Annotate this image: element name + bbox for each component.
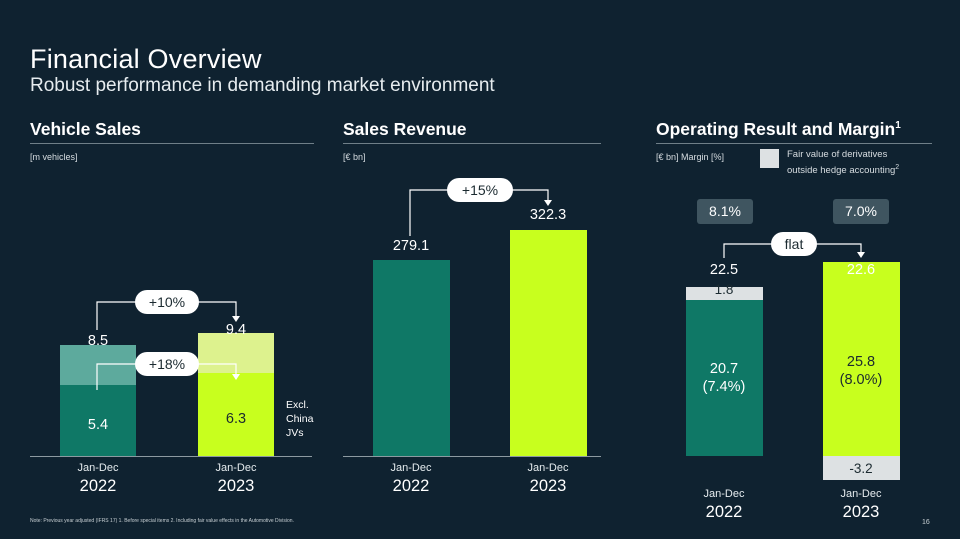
excl-note-line-3: JVs	[286, 427, 304, 439]
fair-value-bar-2023	[823, 456, 900, 481]
vehicle-sales-title: Vehicle Sales	[30, 119, 141, 139]
legend-line-2: outside hedge accounting	[787, 165, 896, 177]
operating-result-title-text: Operating Result and Margin	[656, 119, 896, 139]
xcat-month: Jan-Dec	[390, 462, 432, 474]
vehicle-sales-excl-growth-pill: +18%	[135, 352, 199, 376]
operating-result-bar-2022	[686, 300, 763, 456]
operating-result-unit: [€ bn] Margin [%]	[656, 152, 725, 162]
vehicle-sales-total-growth-pill: +10%	[135, 290, 199, 314]
fair-value-label-2023: -3.2	[849, 461, 873, 476]
operating-inner-label-2023: 25.8 (8.0%)	[821, 353, 901, 389]
vehicle-sales-excl-bar-2022	[60, 385, 136, 456]
operating-margin-2022: (7.4%)	[702, 379, 746, 395]
fair-value-bar-2022	[686, 286, 763, 301]
sales-revenue-xcat-2022: Jan-Dec 2022	[366, 462, 456, 496]
page-number: 16	[922, 519, 930, 526]
xcat-month: Jan-Dec	[703, 488, 745, 500]
legend-line-1: Fair value of derivatives	[787, 149, 888, 160]
xcat-month: Jan-Dec	[215, 462, 257, 474]
sales-revenue-unit: [€ bn]	[343, 152, 366, 162]
vehicle-sales-total-bar-2022	[60, 344, 136, 386]
operating-result-rule	[656, 143, 932, 144]
operating-margin-2023: (8.0%)	[839, 372, 883, 388]
xcat-month: Jan-Dec	[77, 462, 119, 474]
operating-value-2022: 20.7	[709, 361, 739, 377]
operating-result-title: Operating Result and Margin1	[656, 119, 901, 140]
operating-xcat-2023: Jan-Dec 2023	[816, 488, 906, 522]
page-subtitle: Robust performance in demanding market e…	[30, 75, 495, 96]
xcat-year: 2022	[79, 477, 117, 495]
excl-note-line-1: Excl.	[286, 399, 309, 411]
vehicle-sales-xcat-2023: Jan-Dec 2023	[191, 462, 281, 496]
fair-value-label-2022: 1.8	[714, 282, 734, 297]
vehicle-sales-unit: [m vehicles]	[30, 152, 78, 162]
vehicle-sales-excl-label-2022: 5.4	[87, 417, 109, 433]
sales-revenue-bar-2023	[510, 229, 587, 456]
sales-revenue-label-2023: 322.3	[529, 207, 567, 223]
xcat-month: Jan-Dec	[527, 462, 569, 474]
vehicle-sales-rule	[30, 143, 314, 144]
operating-value-2023: 25.8	[846, 354, 876, 370]
xcat-month: Jan-Dec	[840, 488, 882, 500]
operating-xcat-2022: Jan-Dec 2022	[679, 488, 769, 522]
vehicle-sales-xcat-2022: Jan-Dec 2022	[53, 462, 143, 496]
vehicle-sales-total-bar-2023	[198, 332, 274, 374]
vehicle-sales-total-label-2022: 8.5	[87, 333, 109, 349]
fair-value-legend-swatch	[760, 149, 779, 168]
operating-result-change-pill: flat	[771, 232, 817, 256]
sales-revenue-baseline	[343, 456, 601, 457]
xcat-year: 2023	[217, 477, 255, 495]
operating-total-label-2022: 22.5	[709, 262, 739, 278]
sales-revenue-title: Sales Revenue	[343, 119, 467, 139]
operating-result-title-sup: 1	[895, 120, 901, 132]
margin-box-2022: 8.1%	[697, 199, 753, 224]
footnote: Note: Previous year adjusted (IFRS 17) 1…	[30, 518, 294, 524]
xcat-year: 2022	[392, 477, 430, 495]
vehicle-sales-baseline	[30, 456, 312, 457]
legend-sup: 2	[895, 164, 900, 171]
operating-result-bar-2023	[823, 261, 900, 456]
operating-inner-label-2022: 20.7 (7.4%)	[684, 360, 764, 396]
sales-revenue-growth-pill: +15%	[447, 178, 513, 202]
margin-box-2023: 7.0%	[833, 199, 889, 224]
xcat-year: 2023	[842, 503, 880, 521]
xcat-year: 2023	[529, 477, 567, 495]
fair-value-legend-text: Fair value of derivatives outside hedge …	[787, 148, 899, 177]
vehicle-sales-total-label-2023: 9.4	[225, 322, 247, 338]
sales-revenue-bar-2022	[373, 259, 450, 456]
vehicle-sales-excl-label-2023: 6.3	[225, 411, 247, 427]
operating-total-label-2023: 22.6	[846, 262, 876, 278]
excl-china-jvs-note: Excl. China JVs	[286, 398, 313, 440]
sales-revenue-xcat-2023: Jan-Dec 2023	[503, 462, 593, 496]
page-title: Financial Overview	[30, 44, 262, 74]
sales-revenue-label-2022: 279.1	[392, 238, 430, 254]
excl-note-line-2: China	[286, 413, 314, 425]
xcat-year: 2022	[705, 503, 743, 521]
sales-revenue-rule	[343, 143, 601, 144]
